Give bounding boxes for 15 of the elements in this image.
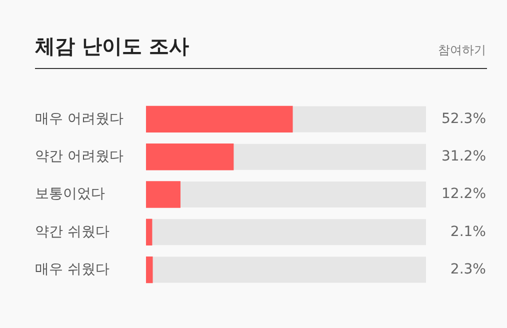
data-label: 52.3%: [442, 110, 486, 127]
text: 참여하기: [438, 42, 486, 59]
data-label: 12.2%: [442, 186, 486, 202]
data-label: 2.1%: [450, 224, 486, 240]
bar: [146, 256, 153, 284]
data-label: 2.3%: [450, 261, 486, 278]
chart-title: 체감 난이도 조사: [35, 33, 189, 60]
data-label: 31.2%: [442, 148, 486, 164]
y-tick-label: 매우 어려웠다: [35, 110, 124, 127]
y-tick-label: 보통이었다: [35, 186, 105, 202]
bar: [146, 218, 152, 246]
y-tick-label: 약간 쉬웠다: [35, 224, 110, 240]
y-tick-label: 약간 어려웠다: [35, 148, 124, 164]
y-tick-label: 매우 쉬웠다: [35, 261, 110, 278]
bar: [146, 181, 180, 208]
